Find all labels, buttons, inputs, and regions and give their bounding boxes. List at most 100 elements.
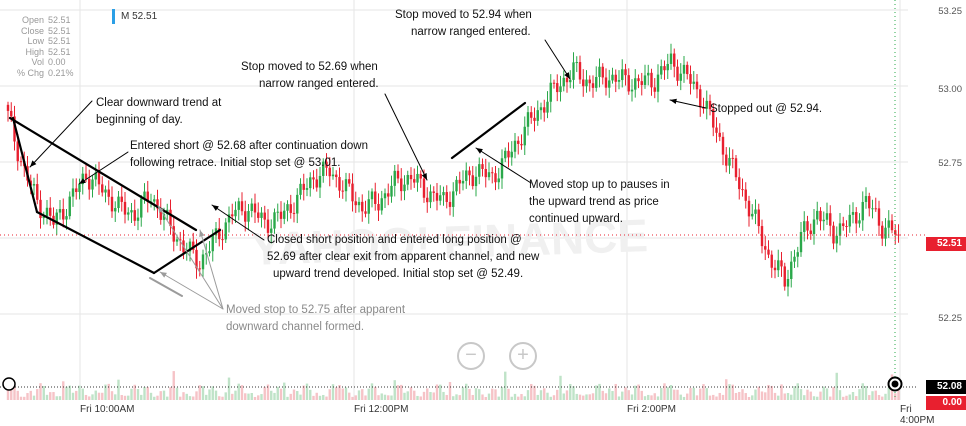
volume-bar [253,396,257,400]
moving-average-badge[interactable]: M 52.51 [112,8,157,24]
zoom-out-button[interactable]: − [457,342,485,370]
candle-body [286,204,289,211]
volume-bar [838,390,842,400]
volume-bar [75,390,78,400]
volume-bar [517,396,520,400]
volume-bar [396,385,400,400]
volume-bar [156,395,159,400]
candle-body [686,64,689,75]
candle-body [279,211,283,219]
volume-bar [705,388,708,400]
volume-bar [650,395,653,400]
volume-bar [88,396,91,400]
zoom-in-button[interactable]: + [509,342,537,370]
volume-bar [380,393,383,400]
candle-body [783,266,786,287]
candle-body [338,177,341,191]
candle-body [621,69,624,81]
candle-body [351,183,354,202]
volume-bar [175,387,179,400]
candle-body [370,191,374,200]
candle-body [231,214,234,217]
volume-bar [335,387,338,400]
volume-bar [851,392,855,400]
volume-bar [97,392,101,400]
volume-bar [484,396,487,400]
candle-body [172,226,175,242]
candle-body [721,136,725,155]
volume-bar [39,383,42,400]
volume-bar [842,396,845,400]
candle-body [546,101,549,113]
candle-body [266,219,270,233]
candle-body [289,204,292,213]
volume-bar [718,392,721,400]
candle-body [364,211,367,214]
candle-body [513,140,517,152]
candle-body [263,212,266,220]
annotation-stopped-out: Stopped out @ 52.94. [710,101,822,118]
volume-bar [757,386,760,400]
annotation-stop-52-94: Stop moved to 52.94 when narrow ranged e… [395,7,532,41]
candle-body [211,235,214,252]
volume-bar [656,396,660,400]
volume-bar [455,394,458,400]
candle-body [32,184,36,186]
candle-body [640,81,643,85]
candle-body [634,78,637,90]
volume-bar [474,388,478,400]
candle-body [864,196,868,202]
volume-bar [604,393,608,400]
volume-bar [403,392,406,400]
candle-body [705,100,708,109]
annotation-line: upward trend developed. Initial stop set… [273,268,524,280]
volume-bar [487,393,491,400]
candle-body [614,74,617,82]
volume-bar [630,394,634,400]
quote-label: Vol [31,57,44,67]
volume-bar [468,388,471,400]
candle-body [13,116,16,142]
candle-body [861,201,864,221]
candle-body [572,62,575,80]
candle-body [97,172,101,185]
candle-body [468,170,471,176]
candle-body [647,72,650,76]
volume-bar [231,393,234,400]
candle-body [520,143,523,146]
volume-bar [419,396,422,400]
candle-body [754,209,757,214]
volume-bar [390,395,393,400]
candle-body [367,199,370,214]
volume-bar [195,391,198,400]
candle-body [842,223,845,227]
candle-body [240,201,244,212]
arrow-channel-lower-head [199,230,205,237]
volume-bar [312,395,315,400]
candle-body [250,203,253,211]
candle-body [682,64,686,74]
volume-bar [887,387,890,400]
quote-label: Open [21,15,44,25]
last-price-tag: 52.51 [926,237,966,251]
candle-body [409,174,413,180]
candle-body [354,201,357,206]
volume-bar [582,395,585,400]
candle-body [400,178,403,192]
candle-body [812,219,816,235]
volume-bar [679,394,682,400]
annotation-line: Stop moved to 52.69 when [241,61,378,73]
candle-body [777,260,780,271]
volume-bar [861,383,864,400]
volume-bar [172,371,175,400]
candle-body [201,254,205,270]
volume-bar [809,391,812,400]
arrow-downtrend [29,100,93,168]
candle-body [881,225,884,239]
volume-bar [556,389,559,400]
volume-bar [621,391,624,400]
volume-bar [205,394,208,400]
candle-body [650,72,653,88]
